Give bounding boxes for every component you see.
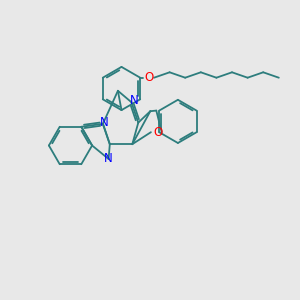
Text: N: N bbox=[104, 152, 113, 166]
Text: O: O bbox=[153, 126, 162, 139]
Text: N: N bbox=[100, 116, 109, 129]
Text: N: N bbox=[130, 94, 139, 107]
Text: O: O bbox=[144, 71, 153, 84]
